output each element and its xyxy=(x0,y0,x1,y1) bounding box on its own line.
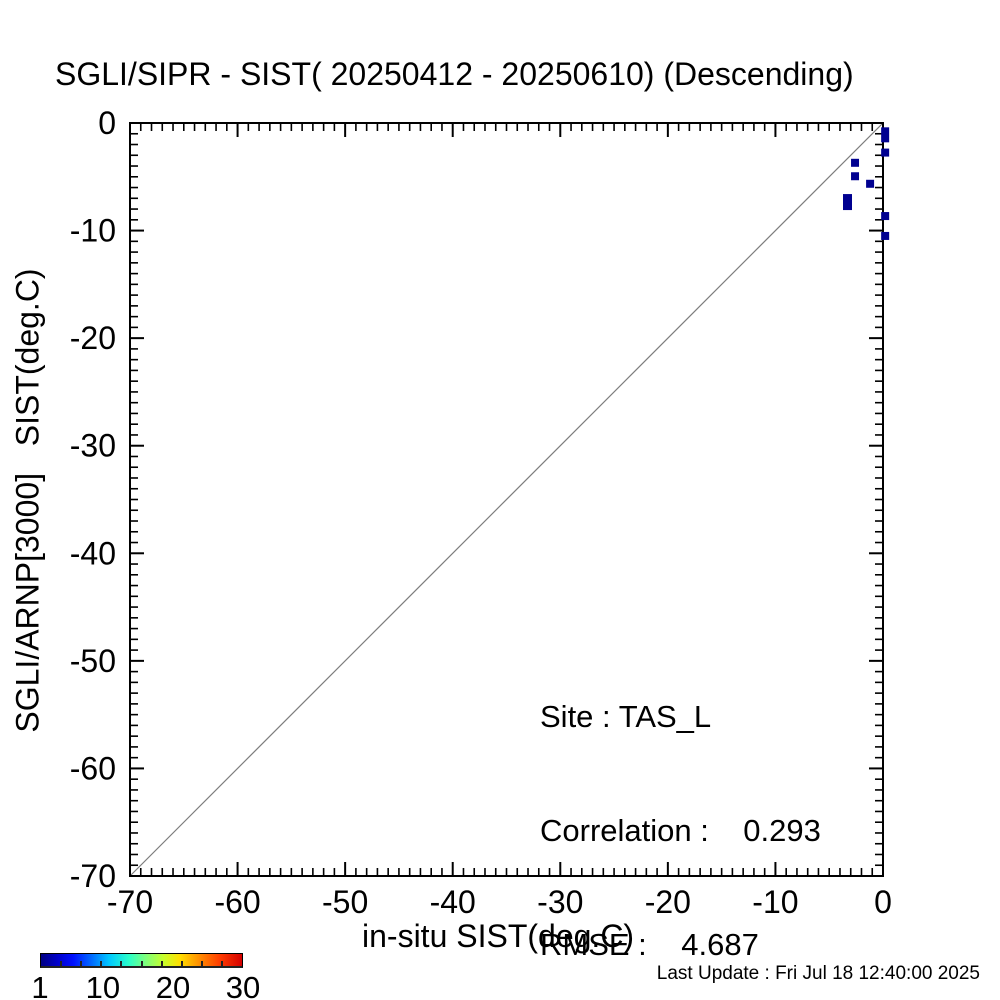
x-axis-label: in-situ SIST(deg.C) xyxy=(362,918,635,954)
data-point xyxy=(881,127,890,143)
colorbar-tick xyxy=(60,961,63,966)
y-tick-label: -60 xyxy=(70,750,116,786)
y-axis-title-text: SGLI/ARNP[3000] SIST(deg.C) xyxy=(9,267,46,733)
y-tick-label: -40 xyxy=(70,535,116,571)
data-point xyxy=(843,194,853,211)
x-tick-label: -40 xyxy=(430,884,476,920)
data-point xyxy=(851,172,860,181)
y-tick-label: -70 xyxy=(70,858,116,894)
x-tick-label: -30 xyxy=(537,884,583,920)
colorbar-tick xyxy=(100,961,103,966)
colorbar-label: 10 xyxy=(85,970,121,1000)
colorbar-gradient xyxy=(40,953,243,968)
colorbar-label: 20 xyxy=(155,970,191,1000)
data-point xyxy=(866,179,875,188)
axes-frame xyxy=(129,122,884,877)
data-point xyxy=(881,231,890,240)
y-tick-label: -30 xyxy=(70,428,116,464)
y-tick-label: -10 xyxy=(70,213,116,249)
chart-title: SGLI/SIPR - SIST( 20250412 - 20250610) (… xyxy=(55,56,854,92)
colorbar-tick xyxy=(140,961,143,966)
colorbar-label: 30 xyxy=(225,970,261,1000)
colorbar-tick xyxy=(120,961,123,966)
x-tick-label: 0 xyxy=(874,884,892,920)
colorbar-tick xyxy=(80,961,83,966)
last-update-text: Last Update : Fri Jul 18 12:40:00 2025 xyxy=(656,963,980,984)
x-tick-label: -70 xyxy=(107,884,153,920)
colorbar-tick xyxy=(220,961,223,966)
data-point xyxy=(851,158,860,167)
y-tick-label: -50 xyxy=(70,643,116,679)
x-tick-label: -50 xyxy=(322,884,368,920)
colorbar-tick xyxy=(160,961,163,966)
colorbar-label: 1 xyxy=(31,970,49,1000)
x-tick-label: -10 xyxy=(752,884,798,920)
colorbar-tick xyxy=(200,961,203,966)
data-point xyxy=(881,212,890,221)
stats-site: Site : TAS_L xyxy=(540,699,712,734)
x-tick-label: -20 xyxy=(645,884,691,920)
x-tick-label: -60 xyxy=(214,884,260,920)
stats-correlation: Correlation : 0.293 xyxy=(540,813,821,848)
y-tick-label: -20 xyxy=(70,320,116,356)
data-point xyxy=(881,148,890,157)
colorbar-tick xyxy=(180,961,183,966)
y-tick-label: 0 xyxy=(98,105,116,141)
identity-line xyxy=(129,122,884,877)
stats-block: Site : TAS_L Correlation : 0.293 RMSE : … xyxy=(540,622,821,1000)
stats-rmse: RMSE : 4.687 xyxy=(540,927,759,962)
